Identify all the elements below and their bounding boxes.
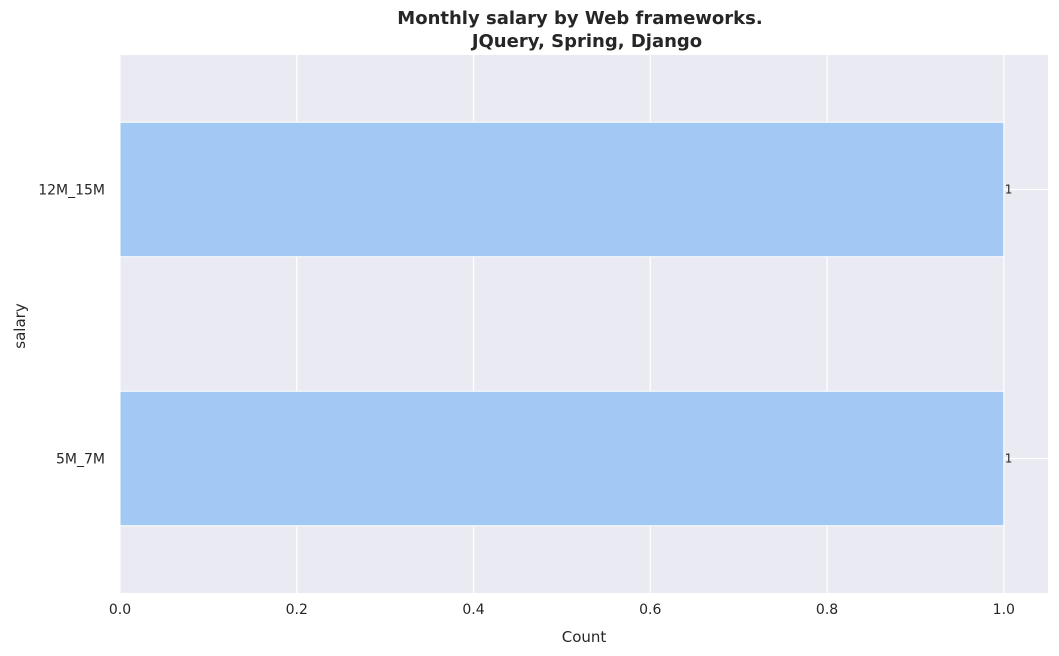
bars [119,121,1005,527]
x-tick-label: 1.0 [993,602,1015,618]
x-tick-label: 0.2 [286,602,308,618]
x-tick-label: 0.0 [109,602,131,618]
bar [119,121,1005,258]
bar-value-label: 1 [1005,452,1013,466]
y-axis-ticks: 12M_15M 5M_7M [38,183,105,468]
x-axis-label: Count [562,628,607,646]
data-labels: 11 [1005,183,1013,466]
x-axis-ticks: 0.0 0.2 0.4 0.6 0.8 1.0 [109,602,1015,618]
y-axis-label: salary [11,303,29,349]
bar [119,390,1005,527]
x-tick-label: 0.4 [462,602,484,618]
chart-subtitle: JQuery, Spring, Django [470,31,702,52]
y-tick-label: 5M_7M [56,452,105,468]
bar-value-label: 1 [1005,183,1013,197]
y-tick-label: 12M_15M [38,183,105,199]
x-tick-label: 0.6 [639,602,661,618]
chart-title: Monthly salary by Web frameworks. [397,8,762,29]
x-tick-label: 0.8 [816,602,838,618]
